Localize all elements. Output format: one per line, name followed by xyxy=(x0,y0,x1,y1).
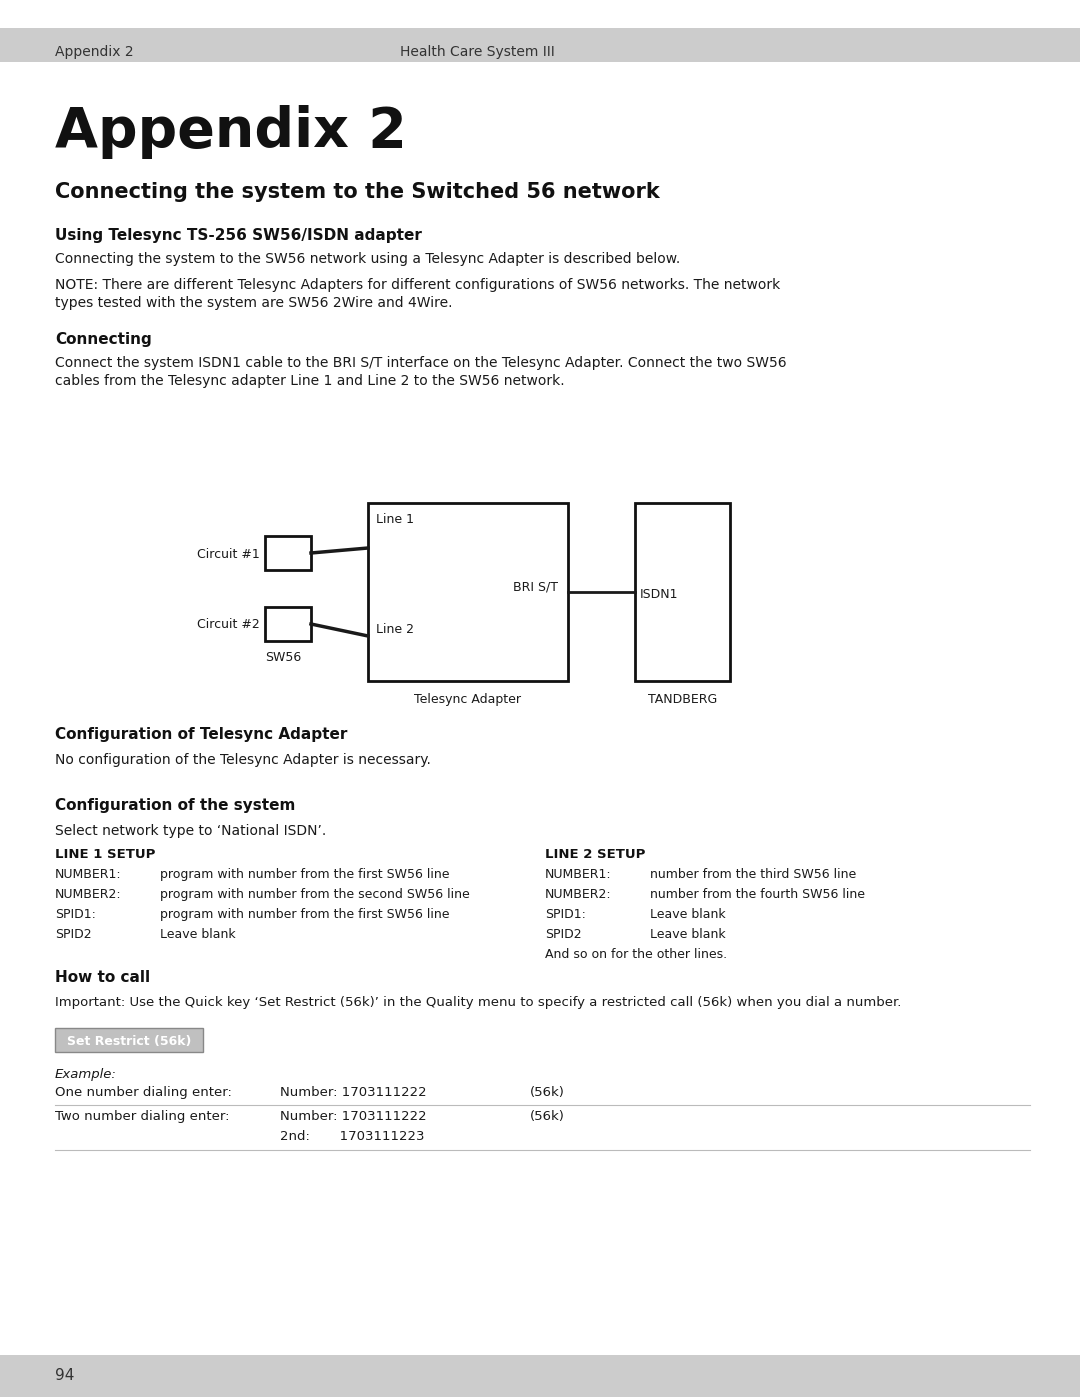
Text: Number: 1703111222: Number: 1703111222 xyxy=(280,1085,427,1099)
Bar xyxy=(635,503,730,680)
Text: Line 1: Line 1 xyxy=(376,513,414,527)
Text: One number dialing enter:: One number dialing enter: xyxy=(55,1085,232,1099)
Text: Select network type to ‘National ISDN’.: Select network type to ‘National ISDN’. xyxy=(55,824,326,838)
Text: SPID2: SPID2 xyxy=(55,928,92,942)
Bar xyxy=(55,1028,203,1052)
Text: Connecting: Connecting xyxy=(55,332,152,346)
Text: SPID2: SPID2 xyxy=(545,928,582,942)
Text: Circuit #1: Circuit #1 xyxy=(198,548,260,560)
Text: 2nd:       1703111223: 2nd: 1703111223 xyxy=(280,1130,424,1143)
Text: Connecting the system to the Switched 56 network: Connecting the system to the Switched 56… xyxy=(55,182,660,203)
Text: program with number from the first SW56 line: program with number from the first SW56 … xyxy=(160,868,449,882)
Bar xyxy=(0,28,1080,61)
Text: number from the fourth SW56 line: number from the fourth SW56 line xyxy=(650,888,865,901)
Text: LINE 2 SETUP: LINE 2 SETUP xyxy=(545,848,646,861)
Text: Example:: Example: xyxy=(55,1067,117,1081)
Text: Number: 1703111222: Number: 1703111222 xyxy=(280,1111,427,1123)
Bar xyxy=(368,503,568,680)
Text: SPID1:: SPID1: xyxy=(55,908,96,921)
Text: Configuration of Telesync Adapter: Configuration of Telesync Adapter xyxy=(55,726,348,742)
Text: 94: 94 xyxy=(55,1369,75,1383)
Text: LINE 1 SETUP: LINE 1 SETUP xyxy=(55,848,156,861)
Text: NUMBER1:: NUMBER1: xyxy=(545,868,611,882)
Text: NUMBER1:: NUMBER1: xyxy=(55,868,122,882)
Text: Set Restrict (56k): Set Restrict (56k) xyxy=(67,1035,191,1048)
Text: Using Telesync TS-256 SW56/ISDN adapter: Using Telesync TS-256 SW56/ISDN adapter xyxy=(55,228,422,243)
Text: Connecting the system to the SW56 network using a Telesync Adapter is described : Connecting the system to the SW56 networ… xyxy=(55,251,680,265)
Text: Leave blank: Leave blank xyxy=(160,928,235,942)
Text: Appendix 2: Appendix 2 xyxy=(55,45,134,59)
Bar xyxy=(0,1355,1080,1397)
Text: Line 2: Line 2 xyxy=(376,623,414,636)
Text: number from the third SW56 line: number from the third SW56 line xyxy=(650,868,856,882)
Text: ISDN1: ISDN1 xyxy=(640,588,678,601)
Text: Two number dialing enter:: Two number dialing enter: xyxy=(55,1111,229,1123)
Text: cables from the Telesync adapter Line 1 and Line 2 to the SW56 network.: cables from the Telesync adapter Line 1 … xyxy=(55,374,565,388)
Text: Appendix 2: Appendix 2 xyxy=(55,105,407,159)
Text: Leave blank: Leave blank xyxy=(650,928,726,942)
Text: SW56: SW56 xyxy=(265,651,301,664)
Text: No configuration of the Telesync Adapter is necessary.: No configuration of the Telesync Adapter… xyxy=(55,753,431,767)
Text: TANDBERG: TANDBERG xyxy=(648,693,717,705)
Bar xyxy=(265,536,311,570)
Text: NUMBER2:: NUMBER2: xyxy=(545,888,611,901)
Text: program with number from the first SW56 line: program with number from the first SW56 … xyxy=(160,908,449,921)
Bar xyxy=(265,608,311,641)
Text: BRI S/T: BRI S/T xyxy=(513,581,558,594)
Text: (56k): (56k) xyxy=(530,1085,565,1099)
Text: Important: Use the Quick key ‘Set Restrict (56k)’ in the Quality menu to specify: Important: Use the Quick key ‘Set Restri… xyxy=(55,996,902,1009)
Text: Health Care System III: Health Care System III xyxy=(400,45,555,59)
Text: How to call: How to call xyxy=(55,970,150,985)
Text: Configuration of the system: Configuration of the system xyxy=(55,798,295,813)
Text: Leave blank: Leave blank xyxy=(650,908,726,921)
Text: Telesync Adapter: Telesync Adapter xyxy=(415,693,522,705)
Text: NOTE: There are different Telesync Adapters for different configurations of SW56: NOTE: There are different Telesync Adapt… xyxy=(55,278,780,292)
Text: And so on for the other lines.: And so on for the other lines. xyxy=(545,949,727,961)
Text: Circuit #2: Circuit #2 xyxy=(198,619,260,631)
Text: SPID1:: SPID1: xyxy=(545,908,585,921)
Text: (56k): (56k) xyxy=(530,1111,565,1123)
Text: types tested with the system are SW56 2Wire and 4Wire.: types tested with the system are SW56 2W… xyxy=(55,296,453,310)
Text: NUMBER2:: NUMBER2: xyxy=(55,888,122,901)
Text: Connect the system ISDN1 cable to the BRI S/T interface on the Telesync Adapter.: Connect the system ISDN1 cable to the BR… xyxy=(55,356,786,370)
Text: program with number from the second SW56 line: program with number from the second SW56… xyxy=(160,888,470,901)
